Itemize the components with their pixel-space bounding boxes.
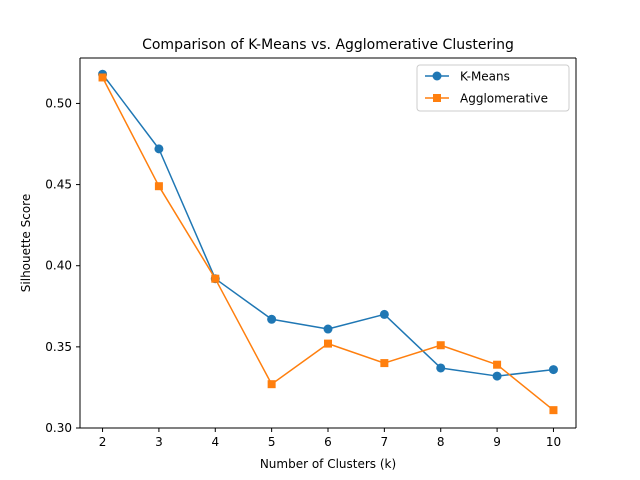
- data-point-k-means: [492, 371, 502, 381]
- data-point-agglomerative: [380, 359, 389, 368]
- data-point-k-means: [436, 363, 446, 373]
- data-point-k-means: [154, 144, 164, 154]
- x-tick-label: 2: [99, 435, 107, 449]
- data-point-k-means: [267, 314, 277, 324]
- x-tick-label: 5: [268, 435, 276, 449]
- x-tick-label: 6: [324, 435, 332, 449]
- data-point-agglomerative: [436, 341, 445, 350]
- plot-area: [80, 58, 576, 428]
- data-point-k-means: [323, 324, 333, 334]
- x-ticks: 2 3 4 5 6 7 8 9 10: [99, 428, 561, 449]
- legend-box: [416, 64, 570, 112]
- data-point-agglomerative: [154, 182, 163, 191]
- chart-title: Comparison of K-Means vs. Agglomerative …: [142, 37, 514, 53]
- y-tick-label: 0.40: [45, 259, 72, 273]
- data-point-agglomerative: [324, 339, 332, 348]
- x-tick-label: 10: [546, 435, 561, 449]
- x-tick-label: 3: [155, 435, 163, 449]
- legend-label-agglomerative: Agglomerative: [460, 92, 548, 106]
- legend-entry-agglomerative: Agglomerative: [425, 92, 548, 106]
- data-point-agglomerative: [211, 274, 220, 283]
- y-tick-label: 0.45: [45, 178, 72, 192]
- y-tick-label: 0.30: [45, 421, 72, 435]
- x-axis-label: Number of Clusters (k): [260, 457, 396, 471]
- data-point-agglomerative: [267, 380, 276, 389]
- y-tick-label: 0.35: [45, 340, 72, 354]
- plot-background: [80, 58, 576, 428]
- legend-label-kmeans: K-Means: [460, 70, 510, 84]
- y-tick-label: 0.50: [45, 96, 72, 110]
- data-point-k-means: [548, 365, 558, 375]
- y-ticks: 0.30 0.35 0.40 0.45 0.50: [45, 96, 80, 435]
- series-layer: [98, 69, 558, 415]
- x-tick-label: 4: [211, 435, 219, 449]
- data-point-agglomerative: [493, 360, 502, 369]
- data-point-agglomerative: [549, 406, 558, 415]
- data-point-agglomerative: [98, 73, 107, 82]
- x-tick-label: 8: [437, 435, 445, 449]
- legend-entry-kmeans: K-Means: [425, 70, 510, 84]
- data-point-k-means: [379, 309, 389, 319]
- x-tick-label: 7: [381, 435, 389, 449]
- x-tick-label: 9: [493, 435, 501, 449]
- legend-marker-agglomerative: [433, 94, 441, 102]
- y-axis-label: Silhouette Score: [19, 194, 33, 292]
- legend: K-Means Agglomerative: [416, 64, 570, 112]
- legend-marker-kmeans: [432, 71, 442, 81]
